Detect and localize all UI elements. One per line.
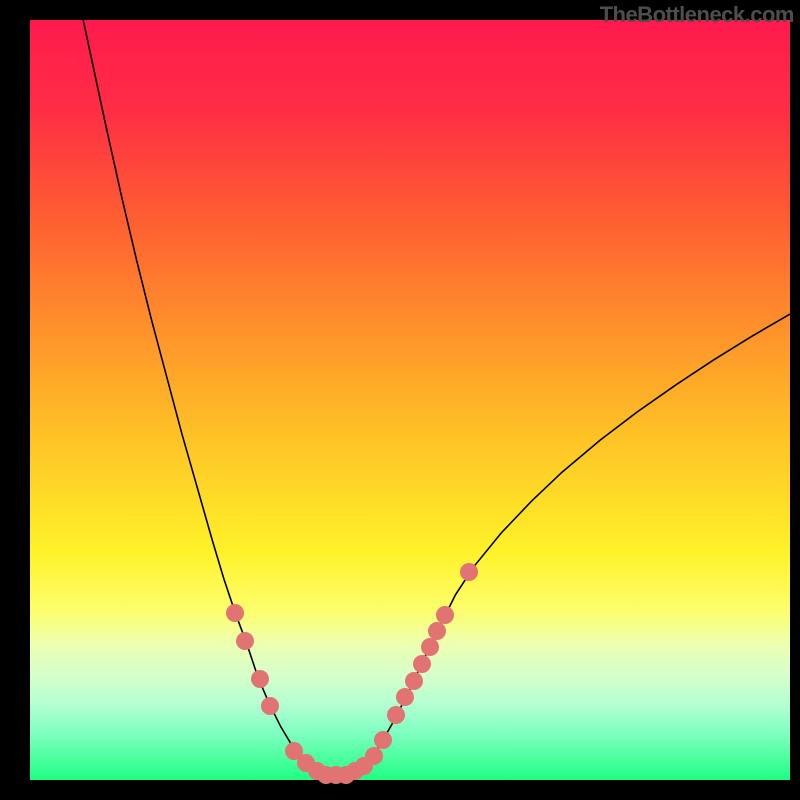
data-marker <box>413 655 431 673</box>
chart-container: TheBottleneck.com <box>0 0 800 800</box>
data-marker <box>387 706 405 724</box>
data-marker <box>365 747 383 765</box>
data-marker <box>436 606 454 624</box>
data-marker <box>396 688 414 706</box>
data-marker <box>251 670 269 688</box>
data-marker <box>261 697 279 715</box>
curve-layer <box>30 20 790 780</box>
watermark-text: TheBottleneck.com <box>600 2 794 28</box>
data-marker <box>226 604 244 622</box>
data-marker <box>374 731 392 749</box>
bottleneck-curve <box>83 20 790 778</box>
data-marker <box>405 672 423 690</box>
data-marker <box>236 632 254 650</box>
data-marker <box>428 622 446 640</box>
data-marker <box>460 563 478 581</box>
data-marker <box>421 638 439 656</box>
plot-area <box>30 20 790 780</box>
